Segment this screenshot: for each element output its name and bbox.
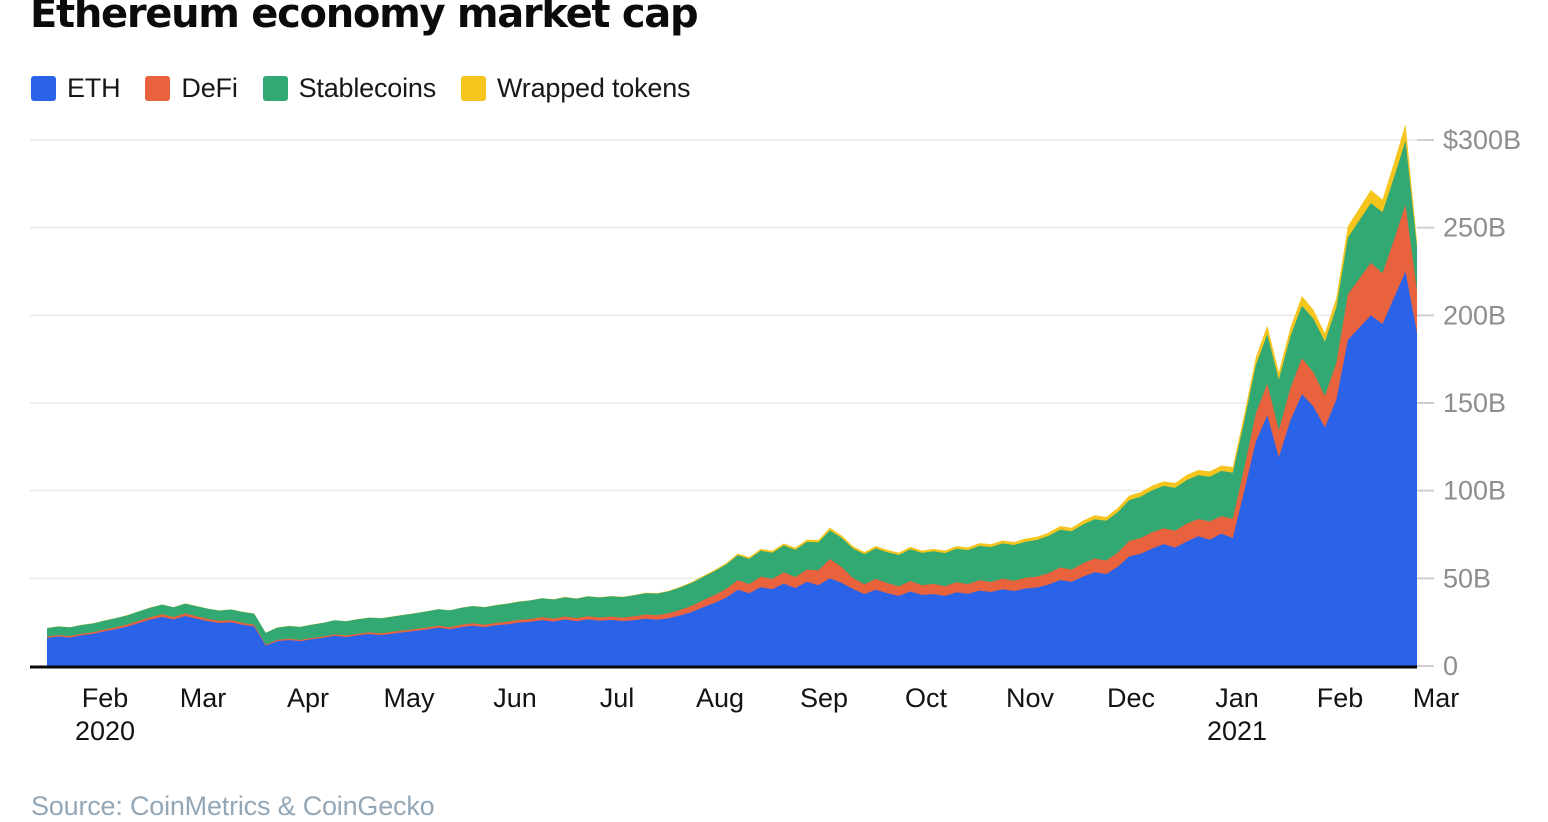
x-axis-label: Jul — [600, 683, 635, 713]
y-axis-label: 200B — [1443, 300, 1506, 330]
y-axis-label: 50B — [1443, 563, 1491, 593]
legend-label-wrapped-tokens: Wrapped tokens — [497, 73, 691, 103]
x-axis-label: Apr — [287, 683, 329, 713]
x-axis-label: Mar — [1413, 683, 1460, 713]
legend-item-defi: DeFi — [145, 73, 238, 104]
y-axis-label: 0 — [1443, 651, 1458, 681]
page-title: Ethereum economy market cap — [30, 0, 699, 37]
x-axis-label: Oct — [905, 683, 948, 713]
x-axis-label: Jan — [1215, 683, 1259, 713]
y-axis-label: 250B — [1443, 213, 1506, 243]
legend-label-eth: ETH — [67, 73, 121, 103]
x-axis-label: Feb — [1317, 683, 1364, 713]
y-axis-label: 150B — [1443, 388, 1506, 418]
x-axis-year-label: 2020 — [75, 716, 135, 746]
y-axis-label: 100B — [1443, 476, 1506, 506]
y-axis-label: $300B — [1443, 125, 1521, 155]
eth-swatch-icon — [31, 76, 56, 101]
x-axis-year-label: 2021 — [1207, 716, 1267, 746]
stablecoins-swatch-icon — [262, 76, 288, 101]
area-stablecoins — [47, 140, 1417, 666]
x-axis-label: Mar — [180, 683, 227, 713]
legend-item-stablecoins: Stablecoins — [262, 73, 437, 104]
chart-legend: ETH DeFi Stablecoins Wrapped tokens — [31, 73, 691, 104]
defi-swatch-icon — [145, 76, 171, 101]
legend-label-stablecoins: Stablecoins — [298, 73, 437, 103]
legend-label-defi: DeFi — [181, 73, 238, 103]
wrapped-tokens-swatch-icon — [461, 76, 487, 101]
x-axis-label: Sep — [800, 683, 848, 713]
x-axis-label: Jun — [493, 683, 537, 713]
legend-item-wrapped-tokens: Wrapped tokens — [461, 73, 691, 104]
legend-item-eth: ETH — [31, 73, 121, 104]
x-axis-label: May — [383, 683, 435, 713]
x-axis-label: Feb — [82, 683, 129, 713]
area-eth — [47, 271, 1417, 666]
x-axis-label: Nov — [1006, 683, 1055, 713]
x-axis-label: Dec — [1107, 683, 1155, 713]
source-credit: Source: CoinMetrics & CoinGecko — [31, 791, 435, 821]
x-axis-label: Aug — [696, 683, 744, 713]
